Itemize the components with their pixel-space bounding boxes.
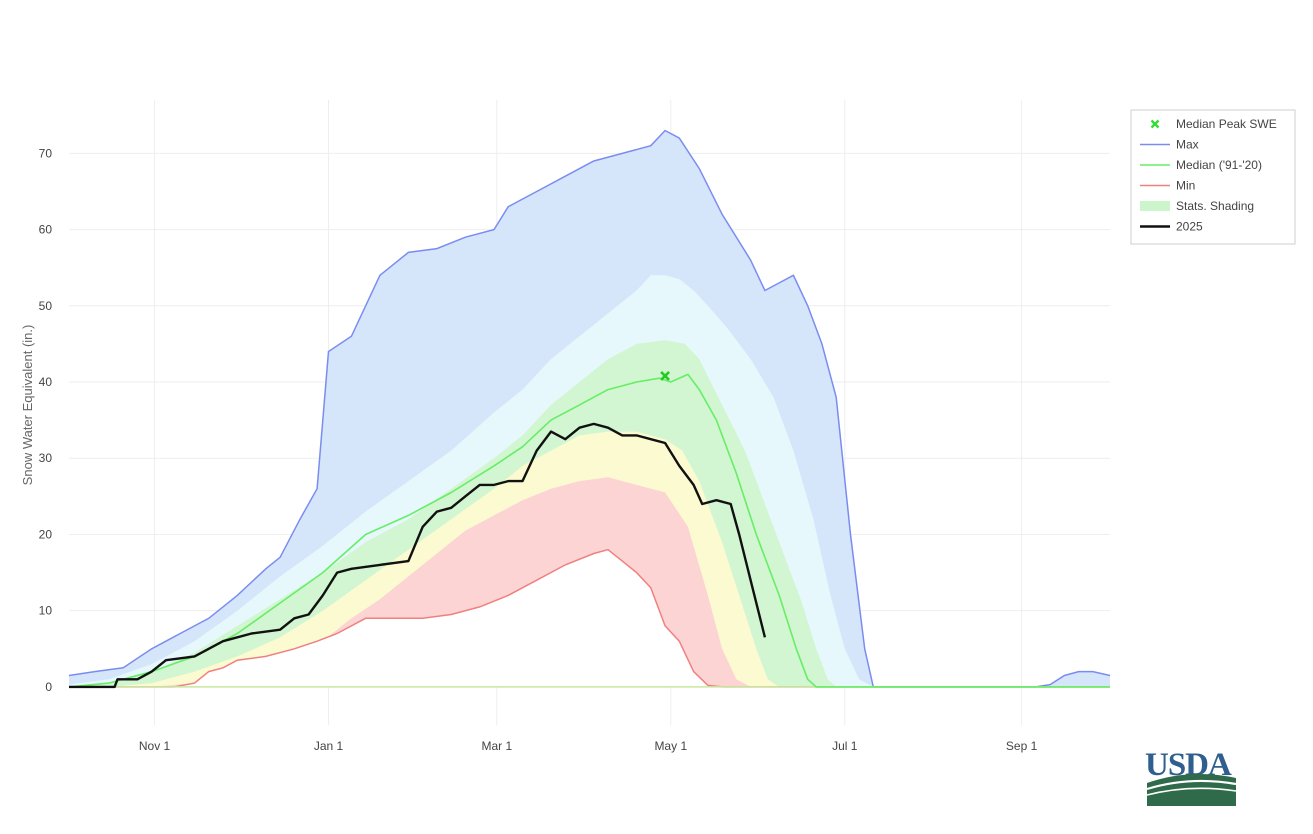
legend-item[interactable]: 2025 xyxy=(1140,220,1203,234)
legend-label: Stats. Shading xyxy=(1176,199,1254,213)
legend-item[interactable]: Min xyxy=(1140,179,1195,193)
x-axis-ticks: Nov 1 Jan 1 Mar 1 May 1 Jul 1 Sep 1 xyxy=(139,739,1038,753)
legend-label: Max xyxy=(1176,138,1199,152)
x-tick-label: Sep 1 xyxy=(1006,739,1038,753)
legend-box xyxy=(1130,109,1296,245)
legend-swatch xyxy=(1150,119,1160,129)
band-min xyxy=(69,549,1110,687)
x-tick-label: Jul 1 xyxy=(832,739,858,753)
y-tick-label: 70 xyxy=(39,146,53,160)
usda-logo-stripe xyxy=(1146,787,1237,796)
legend-label: Median ('91-'20) xyxy=(1176,158,1262,172)
series-line-median-91-20- xyxy=(68,373,1110,688)
legend-item[interactable]: Stats. Shading xyxy=(1140,199,1254,213)
y-axis-ticks: 0 10 20 30 40 50 60 70 xyxy=(39,146,53,694)
legend-label: 2025 xyxy=(1176,220,1203,234)
y-tick-label: 40 xyxy=(39,375,53,389)
y-tick-label: 60 xyxy=(39,223,53,237)
y-tick-label: 0 xyxy=(45,680,52,694)
min-line xyxy=(69,548,1110,688)
legend-item[interactable]: Median Peak SWE xyxy=(1150,117,1277,131)
y-axis-label: Snow Water Equivalent (in.) xyxy=(20,325,35,486)
x-tick-label: Jan 1 xyxy=(314,739,344,753)
y-tick-label: 50 xyxy=(39,299,53,313)
x-tick-label: May 1 xyxy=(654,739,687,753)
stats-bands xyxy=(69,130,1110,687)
legend[interactable]: Median Peak SWE Max Median ('91-'20) Min Sta… xyxy=(1130,109,1296,245)
series-lines xyxy=(68,129,1111,689)
legend-label: Min xyxy=(1176,179,1195,193)
legend-label: Median Peak SWE xyxy=(1176,117,1277,131)
x-tick-label: Nov 1 xyxy=(139,739,171,753)
x-tick-label: Mar 1 xyxy=(481,739,512,753)
usda-logo-stripe xyxy=(1146,779,1237,791)
markers xyxy=(660,370,670,381)
legend-item[interactable]: Median ('91-'20) xyxy=(1140,158,1262,172)
median-peak-marker xyxy=(660,370,670,381)
legend-swatch xyxy=(1140,201,1170,211)
legend-item[interactable]: Max xyxy=(1140,138,1199,152)
y-tick-label: 30 xyxy=(39,451,53,465)
usda-logo: USDA xyxy=(1145,747,1237,806)
y-tick-label: 20 xyxy=(39,527,53,541)
y-tick-label: 10 xyxy=(39,604,53,618)
series-line-2025 xyxy=(69,422,767,689)
